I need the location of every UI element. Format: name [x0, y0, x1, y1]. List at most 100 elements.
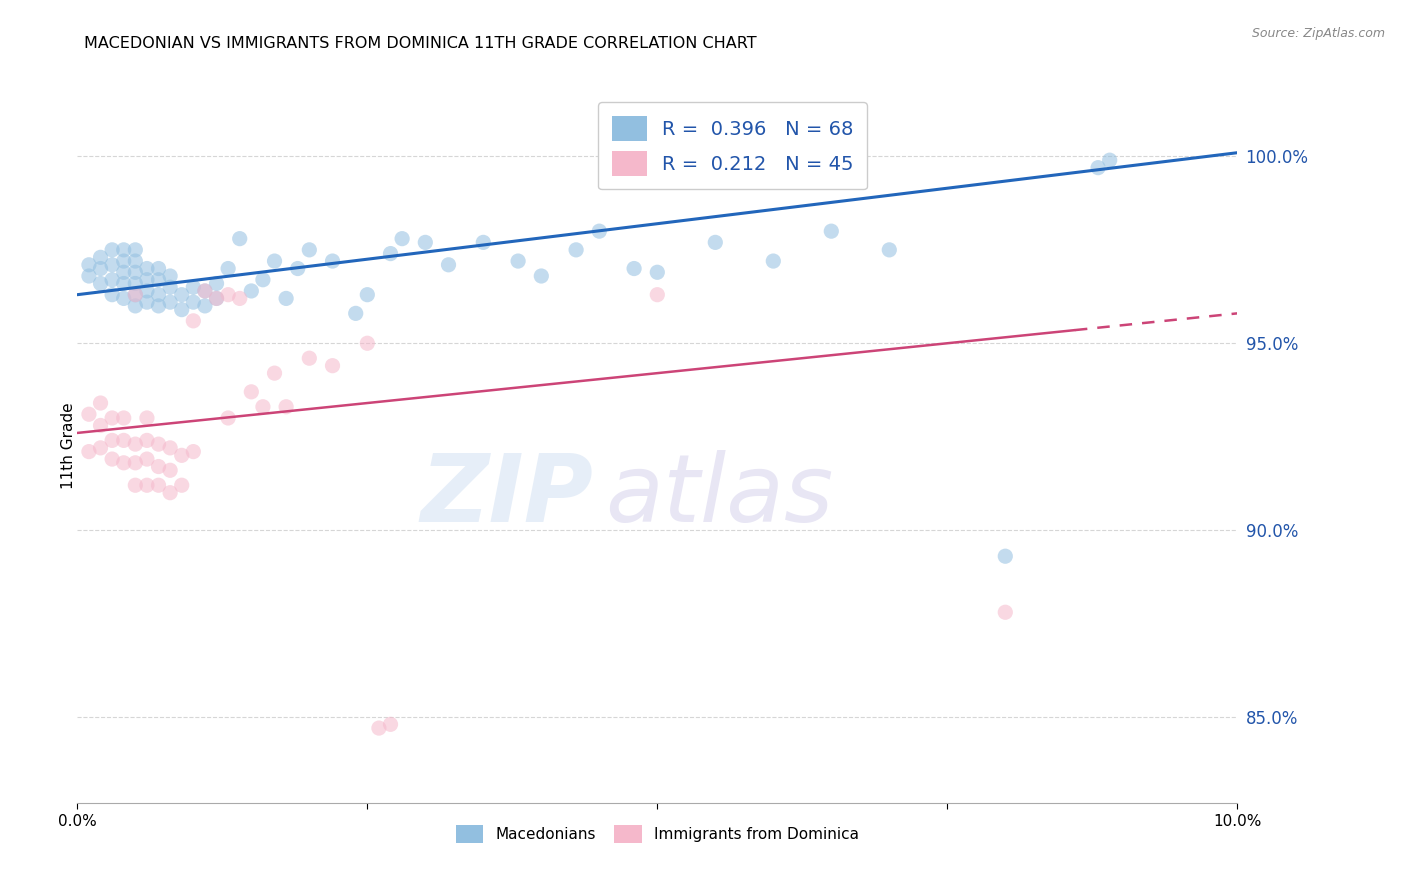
Point [90, 441, 111, 455]
Point [112, 277, 135, 291]
Point [170, 287, 193, 301]
Point [298, 243, 321, 257]
Point [194, 284, 217, 298]
Point [704, 235, 727, 250]
Point [124, 243, 146, 257]
Point [159, 463, 181, 477]
Point [124, 254, 146, 268]
Point [101, 243, 124, 257]
Point [228, 232, 252, 246]
Point [90, 277, 111, 291]
Point [90, 396, 111, 410]
Point [368, 721, 391, 735]
Point [647, 287, 669, 301]
Point [183, 280, 205, 294]
Point [77, 444, 100, 458]
Point [136, 434, 159, 448]
Point [263, 254, 285, 268]
Point [90, 418, 111, 433]
Text: MACEDONIAN VS IMMIGRANTS FROM DOMINICA 11TH GRADE CORRELATION CHART: MACEDONIAN VS IMMIGRANTS FROM DOMINICA 1… [84, 36, 756, 51]
Point [148, 299, 170, 313]
Text: ZIP: ZIP [420, 450, 593, 542]
Point [588, 224, 610, 238]
Point [136, 261, 159, 276]
Point [124, 287, 146, 301]
Point [136, 295, 159, 310]
Point [112, 254, 135, 268]
Point [994, 549, 1017, 564]
Point [159, 280, 181, 294]
Point [124, 299, 146, 313]
Point [101, 434, 124, 448]
Point [136, 273, 159, 287]
Point [228, 292, 252, 306]
Point [413, 235, 436, 250]
Point [530, 268, 553, 283]
Point [159, 268, 181, 283]
Point [101, 273, 124, 287]
Point [148, 261, 170, 276]
Point [124, 265, 146, 279]
Point [101, 287, 124, 301]
Point [240, 384, 263, 399]
Point [205, 292, 228, 306]
Point [170, 302, 193, 317]
Point [183, 295, 205, 310]
Point [101, 411, 124, 425]
Point [194, 299, 217, 313]
Point [240, 284, 263, 298]
Point [183, 444, 205, 458]
Point [205, 292, 228, 306]
Point [112, 265, 135, 279]
Point [159, 441, 181, 455]
Point [380, 246, 402, 260]
Point [298, 351, 321, 366]
Point [112, 456, 135, 470]
Point [274, 292, 298, 306]
Point [1098, 153, 1121, 168]
Point [148, 478, 170, 492]
Point [437, 258, 460, 272]
Point [77, 407, 100, 421]
Point [217, 287, 239, 301]
Point [136, 478, 159, 492]
Point [217, 411, 239, 425]
Point [356, 336, 378, 351]
Point [136, 452, 159, 467]
Text: atlas: atlas [605, 450, 834, 541]
Point [321, 254, 344, 268]
Point [112, 292, 135, 306]
Point [647, 265, 669, 279]
Point [472, 235, 495, 250]
Point [252, 273, 274, 287]
Point [287, 261, 309, 276]
Point [380, 717, 402, 731]
Point [77, 258, 100, 272]
Point [124, 287, 146, 301]
Point [170, 448, 193, 462]
Point [77, 268, 100, 283]
Point [321, 359, 344, 373]
Text: Source: ZipAtlas.com: Source: ZipAtlas.com [1251, 27, 1385, 40]
Point [124, 478, 146, 492]
Point [159, 295, 181, 310]
Point [136, 411, 159, 425]
Point [877, 243, 901, 257]
Point [170, 478, 193, 492]
Point [391, 232, 413, 246]
Legend: Macedonians, Immigrants from Dominica: Macedonians, Immigrants from Dominica [450, 819, 865, 848]
Point [136, 284, 159, 298]
Point [762, 254, 785, 268]
Y-axis label: 11th Grade: 11th Grade [62, 402, 76, 490]
Point [148, 459, 170, 474]
Point [356, 287, 378, 301]
Point [506, 254, 529, 268]
Point [148, 437, 170, 451]
Point [148, 287, 170, 301]
Point [274, 400, 298, 414]
Point [90, 250, 111, 264]
Point [101, 258, 124, 272]
Point [263, 366, 285, 380]
Point [124, 456, 146, 470]
Point [623, 261, 645, 276]
